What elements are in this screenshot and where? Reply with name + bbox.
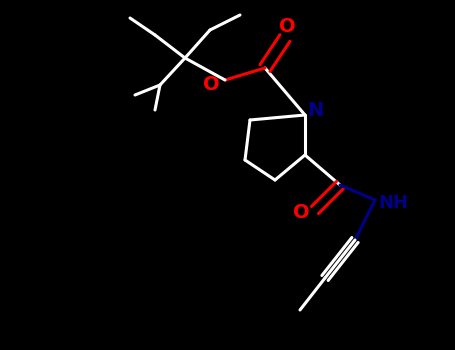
Text: O: O [278, 16, 295, 35]
Text: O: O [293, 203, 309, 223]
Text: NH: NH [378, 194, 408, 212]
Text: O: O [202, 76, 219, 94]
Text: N: N [307, 100, 323, 119]
